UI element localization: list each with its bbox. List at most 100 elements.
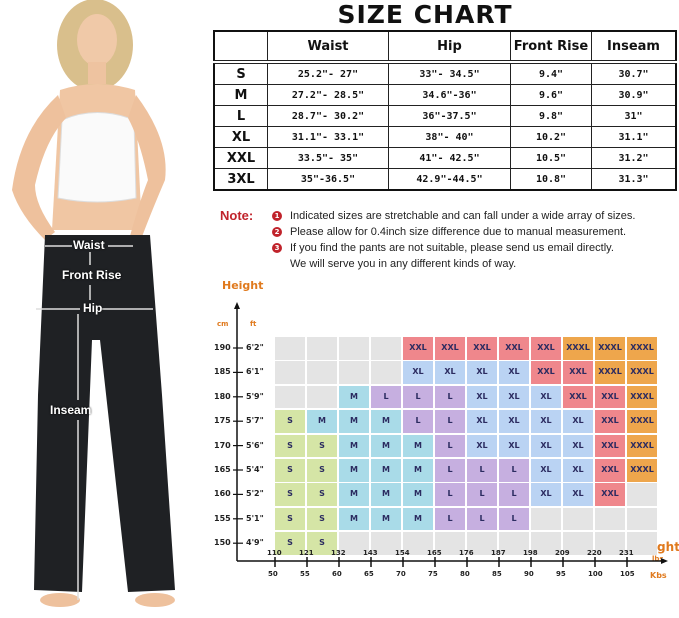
x-tick-label-kg: 60 — [332, 570, 342, 578]
y-tick-label-cm: 185 — [214, 367, 231, 377]
x-tick-label-kg: 105 — [620, 570, 635, 578]
grid-cell: XXXL — [595, 361, 625, 384]
x-tick-label-lbs: 231 — [619, 549, 634, 557]
note-item: 3 If you find the pants are not suitable,… — [272, 242, 614, 254]
grid-cell — [595, 507, 625, 531]
grid-cell: S — [307, 459, 337, 482]
grid-cell: M — [339, 385, 369, 409]
grid-cell: XXXL — [627, 385, 657, 409]
cell-inseam: 31" — [591, 105, 677, 127]
y-axis-arrow-icon — [234, 302, 240, 309]
grid-cell: M — [403, 483, 433, 506]
grid-cell: XL — [531, 483, 561, 506]
cell-hip: 34.6"-36" — [388, 84, 511, 106]
grid-cell: XXXL — [627, 459, 657, 482]
grid-cell: XXL — [467, 337, 497, 360]
x-tick-label-lbs: 165 — [427, 549, 442, 557]
table-row: 3XL 35"-36.5" 42.9"-44.5" 10.8" 31.3" — [213, 168, 677, 191]
grid-cell: S — [307, 532, 337, 555]
note-text: Indicated sizes are stretchable and can … — [290, 210, 636, 222]
y-tick-label-cm: 180 — [214, 391, 231, 401]
grid-cell — [627, 532, 657, 555]
grid-cell — [627, 507, 657, 531]
note-number-icon: 2 — [272, 227, 282, 237]
grid-cell: XXXL — [563, 337, 593, 360]
y-tick-label-cm: 170 — [214, 440, 231, 450]
grid-cell: M — [403, 459, 433, 482]
grid-cell — [307, 337, 337, 360]
y-unit-cm: cm — [217, 320, 229, 328]
grid-cell: L — [435, 385, 465, 409]
cell-size: S — [213, 60, 268, 85]
grid-cell: L — [467, 507, 497, 531]
cell-size: M — [213, 84, 268, 106]
note-label: Note: — [220, 208, 254, 223]
cell-waist: 28.7"- 30.2" — [267, 105, 389, 127]
grid-cell: XXL — [403, 337, 433, 360]
header-hip: Hip — [388, 30, 511, 63]
cell-size: L — [213, 105, 268, 127]
cell-hip: 33"- 34.5" — [388, 60, 511, 85]
grid-cell: XL — [467, 410, 497, 433]
x-tick-label-lbs: 220 — [587, 549, 602, 557]
grid-cell: XXL — [435, 337, 465, 360]
grid-cell — [275, 361, 305, 384]
inseam-label: Inseam — [50, 403, 92, 417]
x-tick-label-kg: 70 — [396, 570, 406, 578]
note-item: 2 Please allow for 0.4inch size differenc… — [272, 226, 626, 238]
grid-cell: XXL — [531, 337, 561, 360]
cell-waist: 35"-36.5" — [267, 168, 389, 191]
grid-cell: S — [275, 410, 305, 433]
grid-cell: XL — [563, 434, 593, 458]
grid-cell: XXL — [595, 483, 625, 506]
grid-cell: L — [499, 459, 529, 482]
note-text: Please allow for 0.4inch size difference… — [290, 226, 627, 238]
grid-cell: XL — [499, 361, 529, 384]
note-item: We will serve you in any different kinds… — [272, 258, 516, 270]
y-unit-ft: ft — [250, 320, 257, 328]
grid-cell — [371, 361, 401, 384]
y-tick-label-ft: 5'1" — [246, 513, 264, 523]
note-number-icon: 3 — [272, 243, 282, 253]
x-tick-label-kg: 65 — [364, 570, 374, 578]
grid-cell: S — [275, 434, 305, 458]
left-foot — [40, 593, 80, 607]
waist-label: Waist — [73, 238, 105, 252]
x-tick-label-lbs: 198 — [523, 549, 538, 557]
x-tick-label-lbs: 154 — [395, 549, 410, 557]
measure-lines — [36, 245, 153, 600]
note-text: If you find the pants are not suitable, … — [290, 242, 614, 254]
grid-cell: L — [499, 483, 529, 506]
grid-cell: M — [371, 507, 401, 531]
grid-cell: XXL — [563, 385, 593, 409]
grid-cell — [563, 532, 593, 555]
cell-inseam: 31.3" — [591, 168, 677, 191]
note-text: We will serve you in any different kinds… — [290, 258, 517, 270]
grid-cell: XXL — [595, 410, 625, 433]
grid-cell: XL — [531, 459, 561, 482]
header-front-rise: Front Rise — [510, 30, 592, 63]
grid-cell: S — [307, 507, 337, 531]
pants — [34, 235, 175, 592]
grid-cell: XXL — [595, 385, 625, 409]
grid-cell: S — [275, 459, 305, 482]
y-tick-label-ft: 5'6" — [246, 440, 264, 450]
note-item: 1 Indicated sizes are stretchable and can… — [272, 210, 635, 222]
grid-cell: M — [339, 434, 369, 458]
grid-cell — [499, 532, 529, 555]
left-arm — [12, 95, 66, 240]
grid-cell: M — [371, 483, 401, 506]
x-tick-label-kg: 55 — [300, 570, 310, 578]
neck — [88, 62, 106, 84]
x-tick-label-kg: 90 — [524, 570, 534, 578]
x-tick-label-lbs: 143 — [363, 549, 378, 557]
table-row: L 28.7"- 30.2" 36"-37.5" 9.8" 31" — [213, 105, 677, 127]
grid-cell — [627, 483, 657, 506]
hip-label: Hip — [83, 301, 103, 315]
grid-cell — [371, 532, 401, 555]
x-tick-label-lbs: 176 — [459, 549, 474, 557]
grid-cell: S — [307, 483, 337, 506]
y-tick-label-cm: 175 — [214, 416, 231, 426]
y-tick-label-cm: 165 — [214, 465, 231, 474]
y-tick-label-ft: 6'1" — [246, 367, 264, 377]
